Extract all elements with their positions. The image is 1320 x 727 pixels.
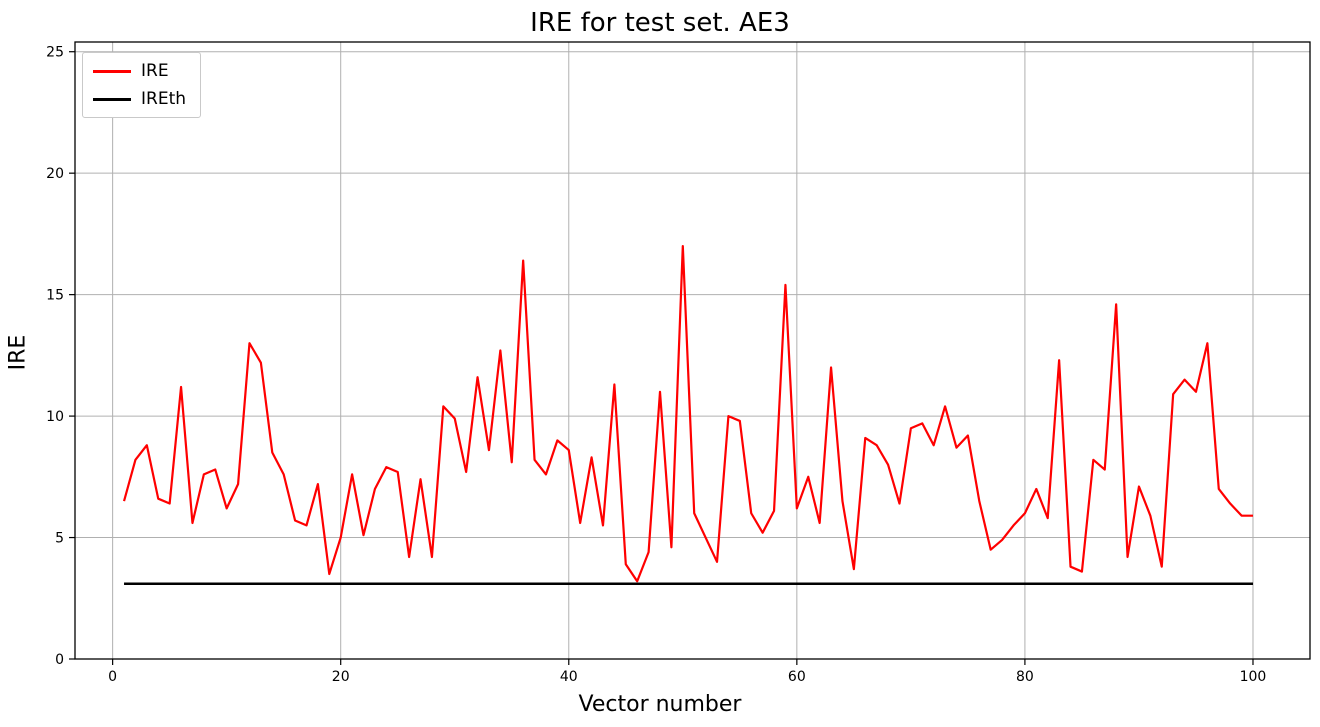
legend-line-swatch-ireth <box>93 97 131 101</box>
x-tick-label: 20 <box>332 669 350 685</box>
legend: IRE IREth <box>82 52 202 118</box>
y-tick-label: 5 <box>55 531 64 547</box>
axes-border <box>74 41 1311 660</box>
legend-item-ire: IRE <box>93 61 186 81</box>
x-axis-label: Vector number <box>578 692 742 717</box>
x-tick-label: 100 <box>1240 669 1267 685</box>
x-tick-label: 40 <box>560 669 578 685</box>
y-tick-label: 20 <box>46 166 64 182</box>
x-tick-label: 60 <box>788 669 806 685</box>
y-tick-label: 15 <box>46 288 64 304</box>
x-tick-label: 80 <box>1016 669 1034 685</box>
y-tick-label: 0 <box>55 652 64 668</box>
series-line-ire <box>122 244 1253 583</box>
legend-label-ireth: IREth <box>141 89 187 109</box>
chart-title: IRE for test set. AE3 <box>530 8 790 38</box>
x-tick-label: 0 <box>108 669 117 685</box>
legend-line-swatch-ire <box>93 69 131 73</box>
legend-item-ireth: IREth <box>93 89 186 109</box>
y-tick-label: 25 <box>46 45 64 61</box>
y-tick-label: 10 <box>46 409 64 425</box>
axes-background <box>75 42 1310 659</box>
legend-label-ire: IRE <box>141 61 169 81</box>
